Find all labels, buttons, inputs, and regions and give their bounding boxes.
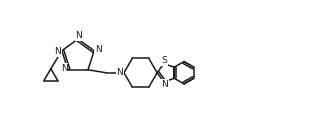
Text: N: N bbox=[95, 45, 102, 54]
Text: N: N bbox=[76, 31, 83, 40]
Text: N: N bbox=[61, 64, 67, 73]
Text: S: S bbox=[162, 56, 167, 65]
Text: N: N bbox=[161, 80, 168, 89]
Text: N: N bbox=[116, 68, 123, 77]
Text: N: N bbox=[54, 47, 61, 56]
